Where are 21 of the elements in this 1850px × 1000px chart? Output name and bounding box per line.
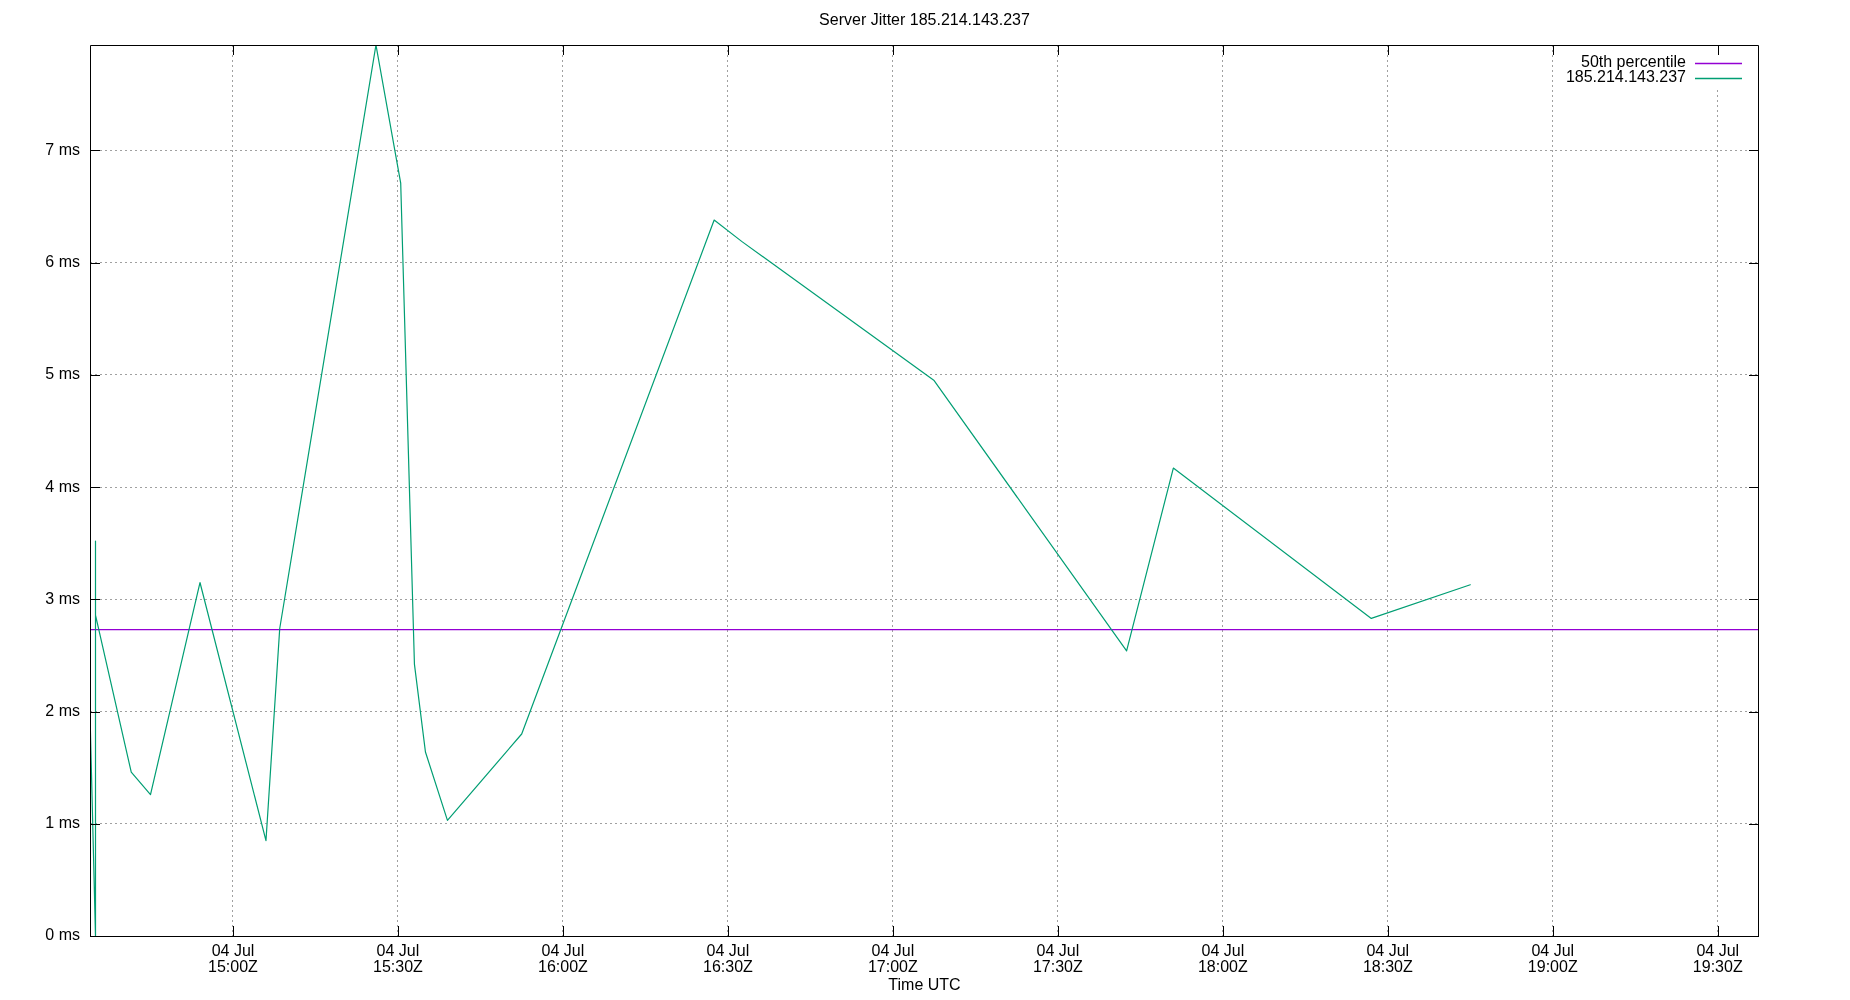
- x-tick-label: 04 Jul 19:00Z: [1527, 942, 1578, 976]
- x-tick-label: 04 Jul 15:00Z: [208, 942, 259, 976]
- x-tick-label: 04 Jul 19:30Z: [1692, 942, 1743, 976]
- x-tick-label: 04 Jul 15:30Z: [373, 942, 424, 976]
- x-tick-label: 04 Jul 16:30Z: [703, 942, 754, 976]
- x-axis-title: Time UTC: [888, 976, 961, 994]
- x-tick-label: 04 Jul 18:00Z: [1197, 942, 1248, 976]
- y-tick-label: 3 ms: [45, 589, 80, 607]
- y-tick-label: 1 ms: [45, 814, 80, 832]
- x-tick-label: 04 Jul 17:30Z: [1032, 942, 1083, 976]
- x-tick-label: 04 Jul 17:00Z: [867, 942, 919, 976]
- y-tick-label: 0 ms: [45, 926, 80, 944]
- chart-title: Server Jitter 185.214.143.237: [819, 11, 1030, 29]
- x-tick-label: 04 Jul 18:30Z: [1362, 942, 1413, 976]
- y-tick-label: 6 ms: [45, 253, 80, 271]
- y-tick-label: 2 ms: [45, 701, 80, 719]
- legend-label: 50th percentile: [1581, 53, 1687, 71]
- x-tick-label: 04 Jul 16:00Z: [538, 942, 589, 976]
- y-tick-label: 5 ms: [45, 365, 80, 383]
- y-tick-label: 7 ms: [45, 140, 80, 158]
- y-tick-label: 4 ms: [45, 477, 80, 495]
